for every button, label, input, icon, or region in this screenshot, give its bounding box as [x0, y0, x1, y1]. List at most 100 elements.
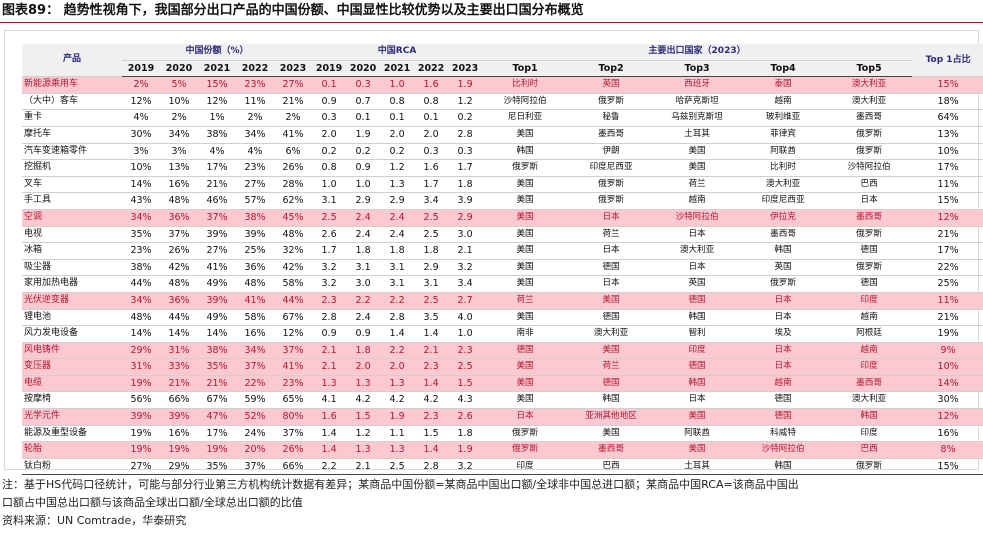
china-rca-cell: 3.1	[380, 259, 415, 277]
table-row: 风电铸件 29% 31% 38% 34% 37% 2.1 1.8 2.2 2.1 2.3 德国 美国 印度…	[22, 342, 983, 360]
top-exporter-cell: 德国	[826, 242, 913, 260]
product-name: 电视	[22, 226, 122, 244]
top-exporter-cell: 比利时	[482, 76, 569, 94]
top-exporter-cell: 智利	[654, 325, 741, 343]
china-share-cell: 19%	[122, 441, 160, 459]
top-exporter-cell: 美国	[568, 292, 655, 310]
top-exporter-cell: 荷兰	[568, 358, 655, 376]
china-rca-cell: 1.9	[448, 76, 483, 94]
top-exporter-cell: 美国	[482, 126, 569, 144]
china-rca-cell: 2.1	[414, 342, 449, 360]
china-share-cell: 46%	[198, 192, 236, 210]
china-rca-cell: 2.3	[414, 408, 449, 426]
china-share-cell: 22%	[236, 375, 274, 393]
china-share-cell: 28%	[274, 176, 313, 194]
top-exporter-cell: 韩国	[826, 408, 913, 426]
product-name: 叉车	[22, 176, 122, 194]
product-name: 钛白粉	[22, 458, 122, 476]
china-share-cell: 2%	[236, 109, 274, 127]
china-share-cell: 16%	[236, 325, 274, 343]
top-exporter-cell: 德国	[740, 408, 827, 426]
product-name: 锂电池	[22, 309, 122, 327]
top1-share-cell: 19%	[912, 325, 983, 343]
top-exporter-cell: 美国	[482, 176, 569, 194]
china-share-cell: 27%	[274, 76, 313, 94]
china-rca-cell: 1.7	[312, 242, 347, 260]
china-share-cell: 2%	[274, 109, 313, 127]
top-exporter-cell: 印度尼西亚	[568, 159, 655, 177]
china-rca-cell: 1.4	[380, 325, 415, 343]
table-row: 锂电池 48% 44% 49% 58% 67% 2.8 2.4 2.8 3.5 4.0 美国 德国 韩国日…	[22, 309, 983, 327]
china-rca-cell: 0.3	[448, 143, 483, 161]
top-exporter-cell: 印度	[482, 458, 569, 476]
table-row: 吸尘器 38% 42% 41% 36% 42% 3.2 3.1 3.1 2.9 3.2 美国 德国 日本英…	[22, 259, 983, 277]
top-exporter-cell: 土耳其	[654, 126, 741, 144]
china-rca-cell: 2.2	[380, 292, 415, 310]
china-rca-cell: 2.0	[414, 126, 449, 144]
china-share-cell: 21%	[160, 375, 198, 393]
china-share-cell: 45%	[274, 209, 313, 227]
china-share-cell: 80%	[274, 408, 313, 426]
china-rca-cell: 2.0	[346, 358, 381, 376]
china-share-cell: 41%	[274, 126, 313, 144]
top-exporter-cell: 日本	[740, 342, 827, 360]
top-exporter-cell: 巴西	[826, 176, 913, 194]
top-exporter-cell: 俄罗斯	[740, 275, 827, 293]
china-share-cell: 39%	[198, 226, 236, 244]
top-exporter-cell: 俄罗斯	[482, 425, 569, 443]
top1-share-cell: 9%	[912, 342, 983, 360]
table-row: 能源及重型设备 19% 16% 17% 24% 37% 1.4 1.2 1.1 1.5 1.8 俄罗斯…	[22, 425, 983, 443]
china-rca-cell: 2.3	[312, 292, 347, 310]
china-rca-cell: 3.1	[380, 275, 415, 293]
top-exporter-cell: 日本	[826, 192, 913, 210]
top-exporter-cell: 荷兰	[482, 292, 569, 310]
header-share-group: 中国份额（%）	[122, 44, 313, 61]
china-rca-cell: 0.9	[312, 93, 347, 111]
china-share-cell: 33%	[160, 358, 198, 376]
product-name: 家用加热电器	[22, 275, 122, 293]
table-row: 手工具 43% 48% 46% 57% 62% 3.1 2.9 2.9 3.4 3.9 美国 俄罗斯 越南…	[22, 192, 983, 210]
table-row: 光学元件 39% 39% 47% 52% 80% 1.6 1.5 1.9 2.3 2.6 日本 亚洲其他…	[22, 408, 983, 426]
top-exporter-cell: 日本	[568, 209, 655, 227]
top-exporter-cell: 俄罗斯	[826, 226, 913, 244]
top-exporter-cell: 印度尼西亚	[740, 192, 827, 210]
china-share-cell: 48%	[160, 192, 198, 210]
table-row: 风力发电设备 14% 14% 14% 16% 12% 0.9 0.9 1.4 1.4 1.0 南非 澳大…	[22, 325, 983, 343]
top-exporter-cell: 印度	[826, 292, 913, 310]
china-share-cell: 67%	[198, 391, 236, 410]
china-rca-cell: 0.3	[346, 76, 381, 94]
china-share-cell: 35%	[198, 358, 236, 376]
top-exporter-cell: 沙特阿拉伯	[740, 441, 827, 459]
china-rca-cell: 4.1	[312, 391, 347, 410]
top-exporter-cell: 澳大利亚	[740, 176, 827, 194]
china-rca-cell: 2.4	[346, 309, 381, 327]
top1-share-cell: 10%	[912, 143, 983, 161]
top-exporter-cell: 德国	[654, 358, 741, 376]
top-exporter-cell: 德国	[740, 391, 827, 410]
china-share-cell: 37%	[236, 358, 274, 376]
china-share-cell: 3%	[122, 143, 160, 161]
product-name: 手工具	[22, 192, 122, 210]
china-rca-cell: 2.8	[312, 309, 347, 327]
china-rca-cell: 1.4	[414, 441, 449, 459]
table-row: （大中）客车 12% 10% 12% 11% 21% 0.9 0.7 0.8 0.8 1.2 沙特阿拉…	[22, 93, 983, 111]
table-row: 冰箱 23% 26% 27% 25% 32% 1.7 1.8 1.8 1.8 2.1 美国 日本 澳大利亚…	[22, 242, 983, 260]
china-rca-cell: 2.1	[448, 242, 483, 260]
table-row: 叉车 14% 16% 21% 27% 28% 1.0 1.0 1.3 1.7 1.8 美国 俄罗斯 荷兰澳…	[22, 176, 983, 194]
top-exporter-cell: 英国	[568, 76, 655, 94]
china-rca-cell: 1.3	[380, 176, 415, 194]
china-rca-cell: 3.2	[312, 259, 347, 277]
top1-share-cell: 17%	[912, 159, 983, 177]
china-rca-cell: 4.2	[414, 391, 449, 410]
china-rca-cell: 2.9	[380, 192, 415, 210]
china-rca-cell: 0.8	[312, 159, 347, 177]
china-share-cell: 39%	[160, 408, 198, 426]
china-rca-cell: 0.8	[380, 93, 415, 111]
china-share-cell: 14%	[198, 325, 236, 343]
china-rca-cell: 1.2	[380, 159, 415, 177]
china-rca-cell: 2.1	[312, 342, 347, 360]
top1-share-cell: 25%	[912, 275, 983, 293]
china-rca-cell: 0.2	[312, 143, 347, 161]
top-exporter-cell: 尼日利亚	[482, 109, 569, 127]
china-share-cell: 11%	[236, 93, 274, 111]
